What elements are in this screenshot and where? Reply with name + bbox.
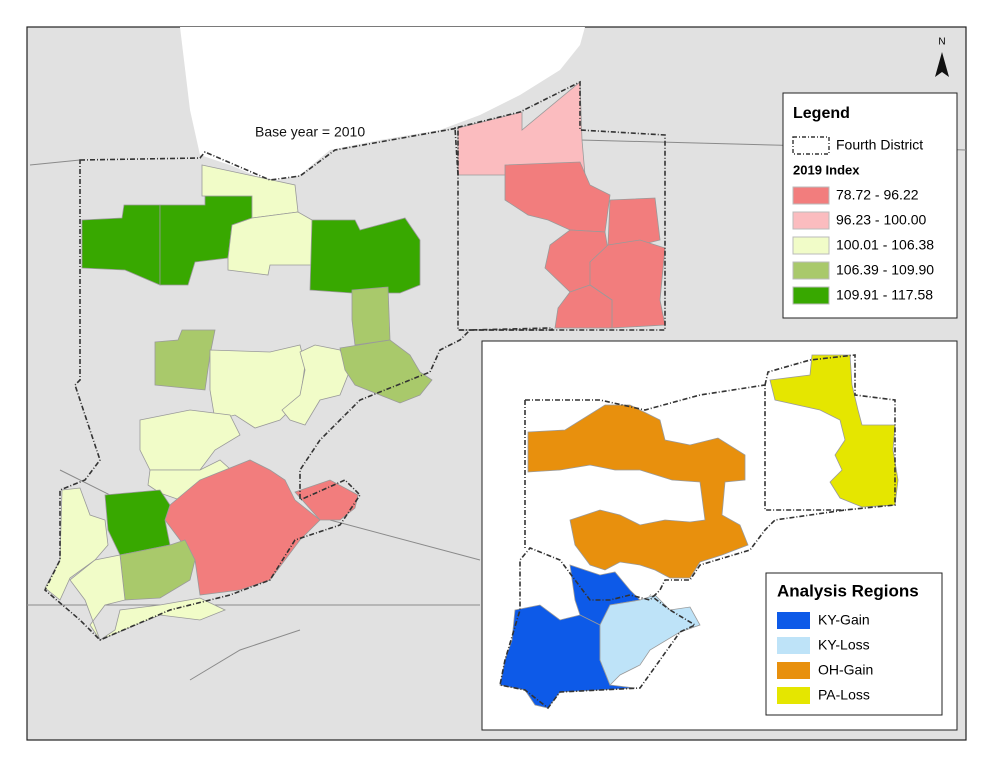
inset-legend-title: Analysis Regions: [777, 581, 919, 600]
legend-swatch: [792, 261, 830, 280]
legend-swatch: [792, 286, 830, 305]
legend-box: [782, 92, 958, 319]
legend-swatch: [777, 637, 810, 654]
annotation: Base year = 2010: [255, 124, 365, 140]
legend-label: 96.23 - 100.00: [836, 212, 927, 228]
county: [104, 489, 171, 556]
county: [457, 81, 586, 176]
county: [554, 284, 613, 329]
legend-swatch: [792, 236, 830, 255]
legend-label: 109.91 - 117.58: [836, 287, 933, 303]
north-label: N: [938, 37, 945, 48]
inset-legend: Analysis Regions KY-Gain KY-Loss OH-Gain PA…: [765, 572, 943, 716]
legend-swatch: [792, 136, 830, 155]
county: [294, 479, 359, 521]
county: [69, 554, 226, 641]
north-arrow: N: [935, 37, 949, 77]
legend-label: Fourth District: [836, 137, 923, 153]
legend-swatch: [777, 687, 810, 704]
county: [154, 329, 216, 391]
legend-swatch: [792, 186, 830, 205]
region: [599, 594, 701, 686]
county: [607, 197, 661, 246]
county: [589, 239, 666, 329]
county: [164, 459, 321, 596]
legend-label: 106.39 - 109.90: [836, 262, 934, 278]
counties: [44, 81, 666, 641]
legend: Legend Fourth District 2019 Index 78.72 …: [782, 92, 958, 319]
legend-title: Legend: [793, 105, 850, 122]
legend-swatch: [792, 211, 830, 230]
county: [227, 211, 313, 276]
county: [339, 339, 433, 404]
inset-boundary: [764, 354, 896, 511]
lake: [180, 27, 585, 182]
state-lines: [27, 139, 967, 681]
legend-swatch: [777, 612, 810, 629]
county: [209, 344, 306, 429]
legend-swatch: [777, 662, 810, 679]
legend-label: 78.72 - 96.22: [836, 187, 919, 203]
legend-label: KY-Loss: [818, 637, 870, 653]
legend-label: KY-Gain: [818, 612, 870, 628]
north-arrow-shape: [935, 52, 949, 77]
legend-label: PA-Loss: [818, 687, 870, 703]
legend-subtitle: 2019 Index: [793, 162, 860, 177]
inset-boundary: [499, 384, 846, 710]
county: [139, 409, 241, 471]
region: [527, 404, 749, 579]
legend-label: 100.01 - 106.38: [836, 237, 934, 253]
county: [281, 344, 351, 426]
county: [351, 286, 391, 346]
legend-label: OH-Gain: [818, 662, 873, 678]
county: [119, 539, 196, 601]
county: [309, 217, 421, 294]
inset-map: Analysis Regions KY-Gain KY-Loss OH-Gain PA…: [481, 340, 958, 731]
district-boundary: [44, 127, 553, 641]
